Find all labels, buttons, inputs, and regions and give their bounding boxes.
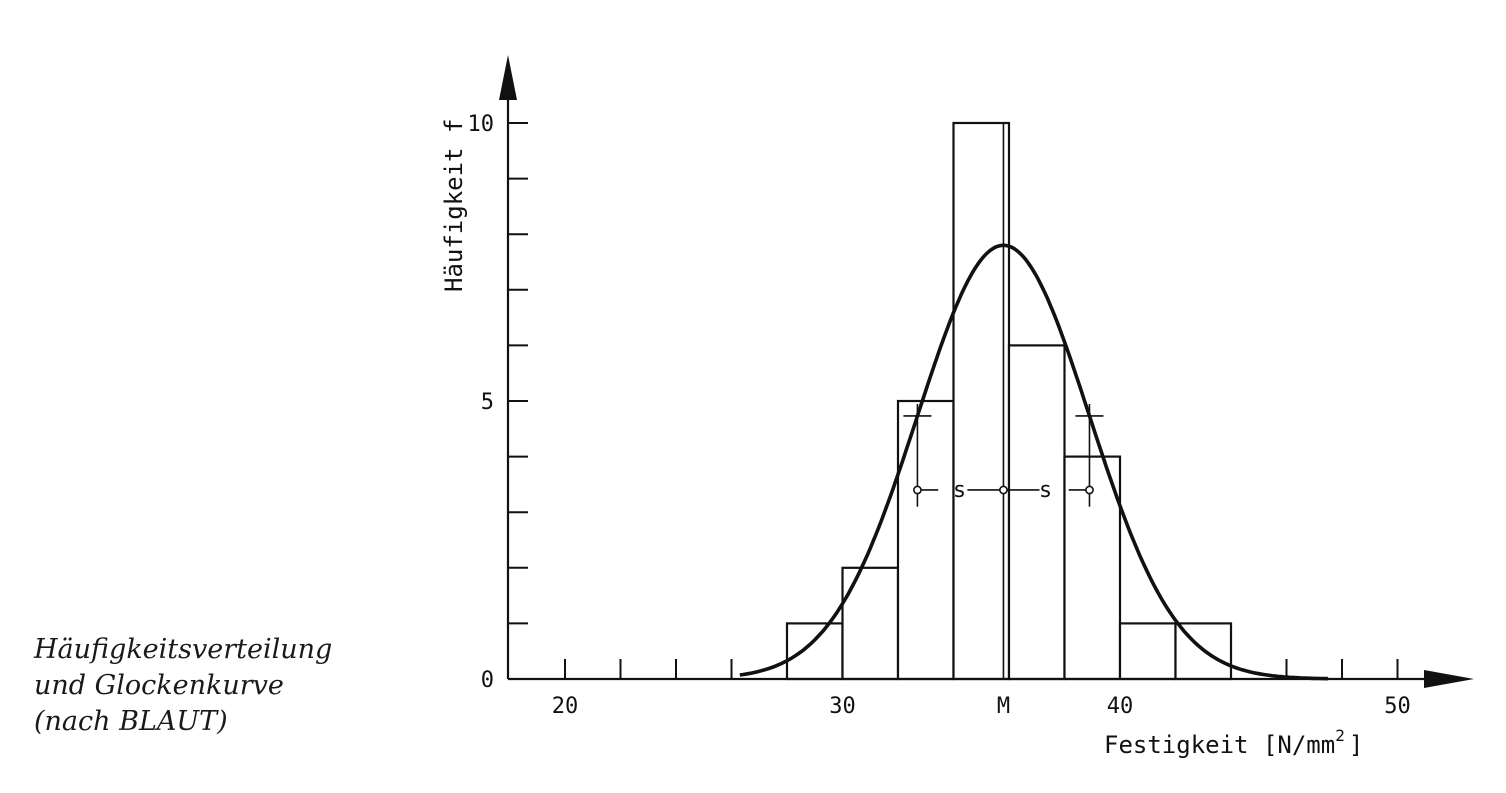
- caption-line-1: Häufigkeitsverteilung: [34, 634, 333, 665]
- sd-point-1: [913, 485, 922, 495]
- x-axis-label-superscript: 2: [1335, 726, 1345, 745]
- x-axis-label-bracket: ]: [1349, 731, 1363, 759]
- sd-label-1: s: [953, 478, 966, 503]
- x-tick-label-50: 50: [1384, 694, 1411, 719]
- x-axis-label-main: Festigkeit [N/mm: [1104, 731, 1335, 759]
- histogram-bar-3: [896, 399, 955, 681]
- bars-layer: [785, 121, 1233, 681]
- caption-line-2: und Glockenkurve: [34, 670, 284, 701]
- x-tick-label-20: 20: [552, 694, 579, 719]
- histogram-bar-1: [785, 622, 844, 681]
- x-tick-label-30: 30: [829, 694, 856, 719]
- y-tick-label-10: 10: [468, 112, 495, 137]
- figure-caption: Häufigkeitsverteilung und Glockenkurve (…: [34, 632, 334, 740]
- y-axis-arrow: [499, 55, 517, 100]
- x-axis-label: Festigkeit [N/mm2]: [1104, 726, 1363, 759]
- histogram-bar-4: [952, 121, 1011, 681]
- histogram-bar-6: [1063, 455, 1122, 681]
- histogram-bar-2: [841, 566, 900, 681]
- axes-layer: 20 30 40 50 M 0 5 10: [468, 55, 1474, 719]
- y-tick-label-0: 0: [481, 668, 494, 693]
- y-tick-label-5: 5: [481, 390, 494, 415]
- y-axis-label: Häufigkeit f: [440, 119, 468, 292]
- caption-line-3: (nach BLAUT): [34, 706, 228, 737]
- sd-point-3: [1085, 485, 1094, 495]
- sd-point-2: [999, 485, 1008, 495]
- sd-label-2: s: [1039, 478, 1052, 503]
- x-tick-label-mean: M: [997, 694, 1010, 719]
- x-axis-arrow: [1424, 670, 1474, 688]
- x-tick-label-40: 40: [1107, 694, 1134, 719]
- histogram-bar-7: [1118, 622, 1177, 681]
- histogram-bar-5: [1007, 344, 1066, 681]
